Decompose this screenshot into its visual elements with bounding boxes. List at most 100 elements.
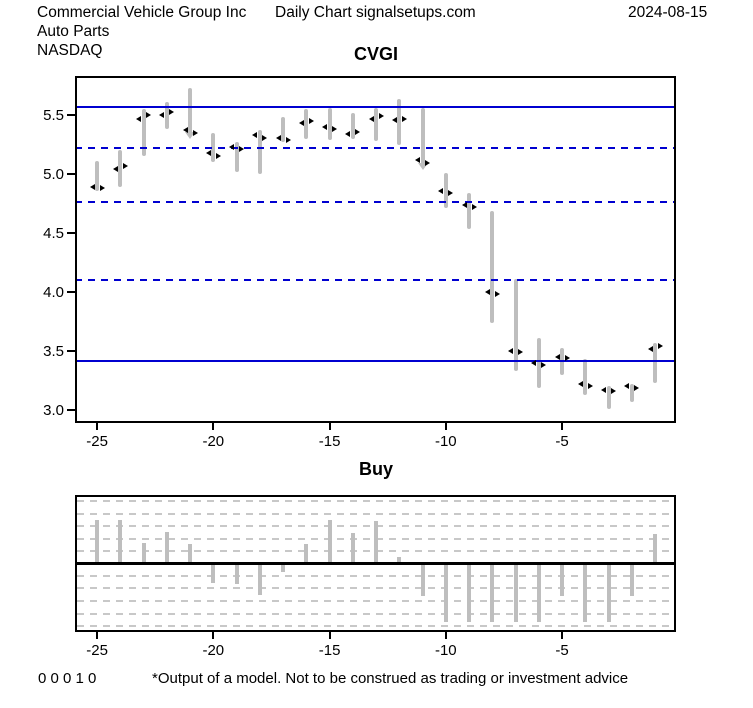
- open-tick: [577, 381, 583, 388]
- price-level-line-dashed: [75, 279, 676, 282]
- buy-bar: [304, 543, 309, 564]
- buy-bar: [374, 521, 379, 564]
- buy-bar: [281, 563, 286, 572]
- open-tick: [368, 115, 374, 122]
- close-tick: [169, 108, 175, 115]
- x-tick: [444, 423, 447, 430]
- buy-bar: [141, 542, 146, 564]
- price-level-line-dashed: [75, 201, 676, 204]
- buy-bar: [467, 563, 472, 622]
- buy-bar: [327, 519, 332, 564]
- close-tick: [587, 383, 593, 390]
- close-tick: [239, 146, 245, 153]
- close-tick: [308, 118, 314, 124]
- buy-chart: [75, 495, 676, 632]
- price-chart-title: CVGI: [353, 44, 398, 64]
- close-tick: [146, 112, 152, 119]
- x-tick: [561, 632, 564, 639]
- price-range-bar: [536, 338, 541, 388]
- x-tick-label: -5: [555, 642, 569, 659]
- price-range-bar: [513, 279, 518, 372]
- y-tick-label: 3.0: [43, 401, 64, 419]
- buy-bar: [629, 563, 634, 597]
- buy-bar: [257, 563, 262, 595]
- signal-digits: 0 0 0 1 0: [38, 670, 97, 687]
- close-tick: [332, 126, 338, 133]
- price-range-bar: [490, 210, 495, 323]
- disclaimer-text: *Output of a model. Not to be construed …: [152, 670, 629, 687]
- price-range-bar: [374, 108, 379, 141]
- buy-gridline: [77, 500, 674, 503]
- open-tick: [182, 127, 188, 134]
- close-tick: [378, 113, 384, 120]
- y-tick-label: 4.5: [43, 224, 64, 242]
- open-tick: [89, 184, 95, 190]
- buy-gridline: [77, 587, 674, 590]
- y-tick: [67, 350, 75, 352]
- close-tick: [448, 189, 454, 196]
- y-tick-label: 5.5: [43, 106, 64, 124]
- price-range-bar: [141, 109, 146, 157]
- buy-bar: [164, 532, 169, 564]
- open-tick: [229, 143, 235, 150]
- close-tick: [192, 129, 198, 136]
- price-range-bar: [234, 142, 239, 172]
- close-tick: [494, 291, 500, 298]
- y-tick: [67, 291, 75, 293]
- buy-bar: [211, 563, 216, 584]
- price-range-bar: [304, 109, 309, 139]
- close-tick: [541, 362, 547, 369]
- buy-bar: [443, 563, 448, 622]
- close-tick: [634, 384, 640, 391]
- price-range-bar: [118, 150, 123, 187]
- open-tick: [647, 345, 653, 352]
- close-tick: [471, 204, 477, 211]
- close-tick: [657, 343, 663, 350]
- sell-signal-arrow: [417, 162, 428, 170]
- buy-gridline: [77, 574, 674, 577]
- open-tick: [508, 348, 514, 354]
- open-tick: [252, 132, 258, 139]
- x-tick: [561, 423, 564, 430]
- buy-bar: [118, 519, 123, 564]
- close-tick: [122, 162, 128, 169]
- close-tick: [518, 349, 524, 356]
- buy-bar: [583, 563, 588, 622]
- open-tick: [624, 383, 630, 390]
- open-tick: [205, 149, 211, 156]
- x-tick-label: -5: [555, 433, 569, 450]
- chart-date: 2024-08-15: [628, 4, 708, 21]
- buy-bar: [606, 563, 611, 622]
- buy-chart-title: Buy: [358, 459, 393, 479]
- open-tick: [484, 289, 490, 295]
- chart-source: Daily Chart signalsetups.com: [275, 4, 476, 21]
- x-tick: [96, 423, 99, 430]
- close-tick: [355, 128, 361, 135]
- open-tick: [438, 187, 444, 194]
- price-range-bar: [583, 359, 588, 395]
- buy-bar: [234, 563, 239, 584]
- close-tick: [215, 153, 221, 160]
- price-range-bar: [257, 130, 262, 175]
- buy-bar: [350, 532, 355, 564]
- zero-line: [75, 562, 676, 565]
- x-tick: [212, 632, 215, 639]
- open-tick: [298, 120, 304, 127]
- price-range-bar: [95, 161, 100, 191]
- price-range-bar: [164, 102, 169, 130]
- price-range-bar: [188, 87, 193, 134]
- buy-bar: [513, 563, 518, 622]
- x-tick: [444, 632, 447, 639]
- buy-gridline: [77, 600, 674, 603]
- buy-bar: [397, 556, 402, 564]
- y-tick: [67, 173, 75, 175]
- close-tick: [285, 136, 291, 143]
- buy-bar: [560, 563, 565, 597]
- price-level-line-solid: [75, 359, 676, 362]
- price-range-bar: [397, 98, 402, 145]
- open-tick: [461, 201, 467, 208]
- close-tick: [564, 355, 570, 362]
- y-tick-label: 3.5: [43, 342, 64, 360]
- open-tick: [322, 123, 328, 130]
